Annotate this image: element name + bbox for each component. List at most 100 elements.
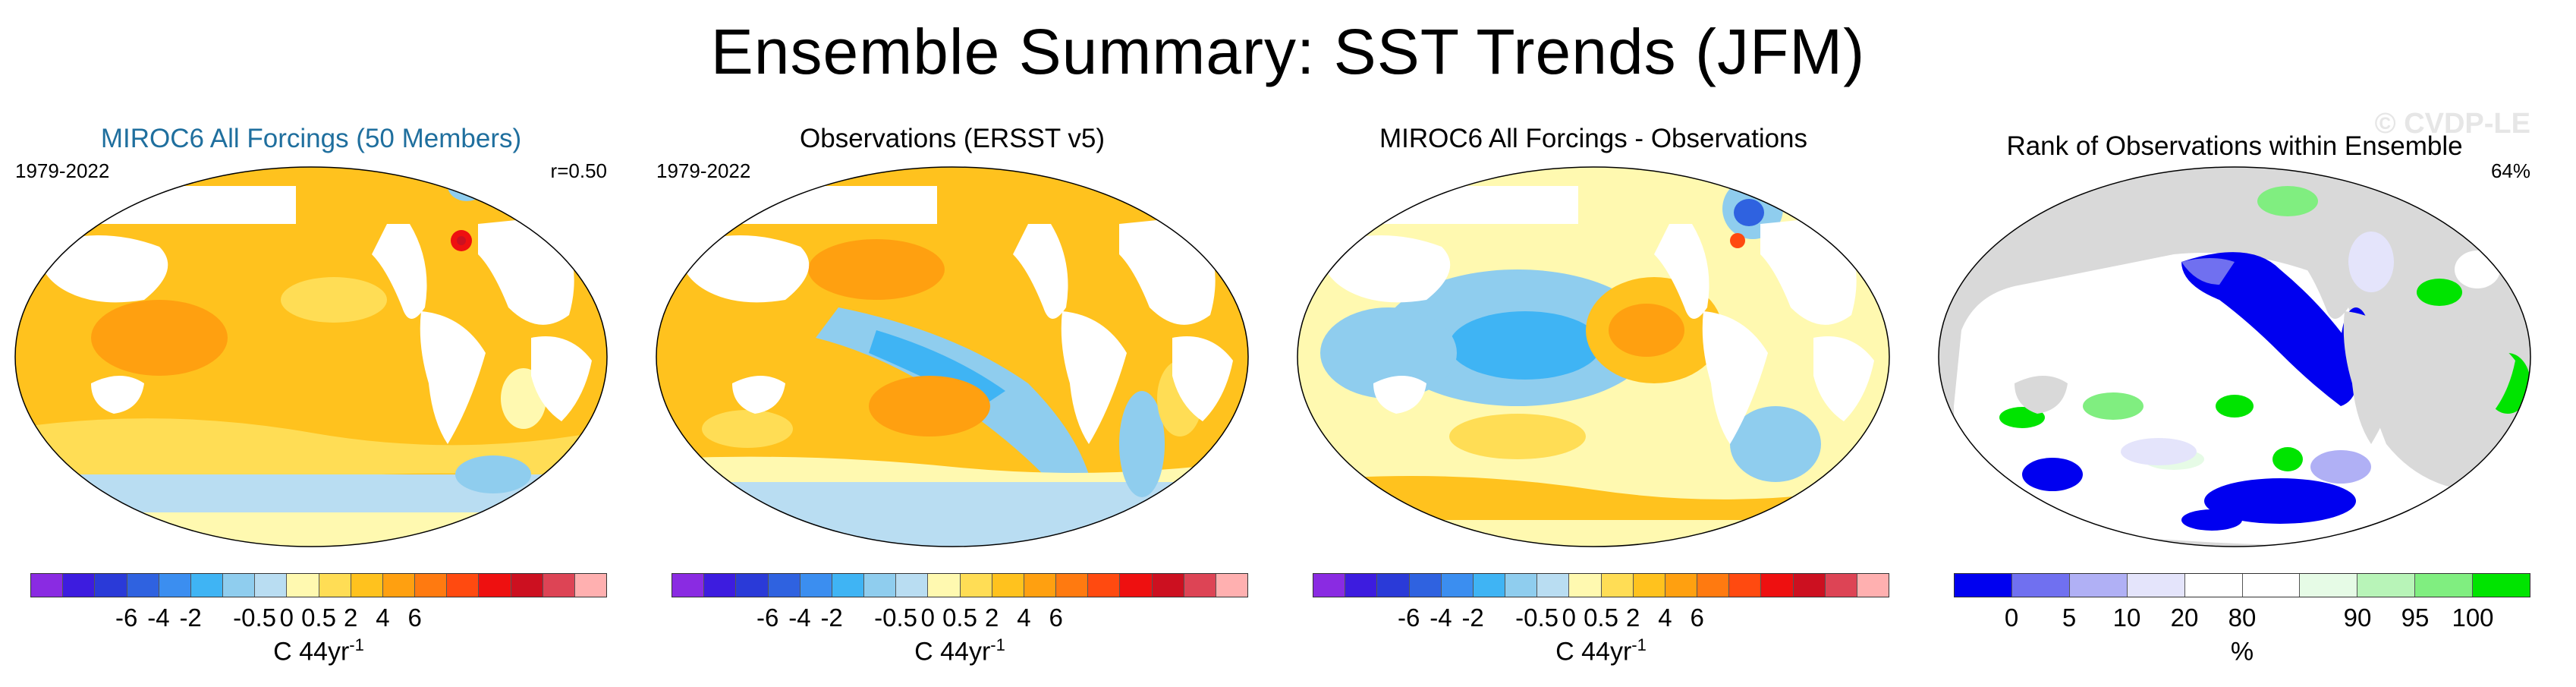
colorbar-box (223, 574, 256, 597)
colorbar-boxes (30, 573, 607, 597)
colorbar-box (1761, 574, 1794, 597)
colorbar-box (2300, 574, 2358, 597)
panel-observations: Observations (ERSST v5) 1979-2022 -6 (641, 114, 1263, 683)
colorbar-unit: % (2230, 637, 2254, 667)
colorbar-tick-label: 0.5 (301, 603, 336, 632)
colorbar-box (1152, 574, 1184, 597)
colorbar-unit: C 44yr-1 (1555, 635, 1647, 667)
colorbar-box (2473, 574, 2530, 597)
colorbar-tick-label: 10 (2112, 603, 2141, 632)
colorbar-tick-label: 2 (344, 603, 358, 632)
colorbar-tick-label: 95 (2401, 603, 2430, 632)
colorbar-tick-label: 20 (2170, 603, 2199, 632)
colorbar-box (574, 574, 607, 597)
colorbar-box (190, 574, 224, 597)
colorbar-tick-label: -4 (147, 603, 170, 632)
panel-rank: © CVDP-LE Rank of Observations within En… (1923, 108, 2546, 683)
colorbar-box (511, 574, 543, 597)
colorbar-box (1313, 574, 1346, 597)
colorbar-box (415, 574, 448, 597)
colorbar-box (704, 574, 737, 597)
colorbar-box (1120, 574, 1153, 597)
colorbar-ticks: -6 -4 -2 -0.5 0 0.5 2 4 6 (1313, 603, 1889, 634)
colorbar: -6 -4 -2 -0.5 0 0.5 2 4 6 C 44yr-1 (1313, 573, 1889, 679)
colorbar-ticks: -6 -4 -2 -0.5 0 0.5 2 4 6 (672, 603, 1248, 634)
colorbar-tick-label: 80 (2228, 603, 2257, 632)
colorbar-box (287, 574, 319, 597)
colorbar-box (1697, 574, 1730, 597)
colorbar-box (736, 574, 769, 597)
panel-title: Observations (ERSST v5) (800, 124, 1105, 153)
panel-title: MIROC6 All Forcings - Observations (1379, 124, 1808, 153)
colorbar-box (1216, 574, 1248, 597)
colorbar: -6 -4 -2 -0.5 0 0.5 2 4 6 C 44yr-1 (30, 573, 607, 679)
panel-title: MIROC6 All Forcings (50 Members) (100, 124, 522, 153)
colorbar-box (832, 574, 865, 597)
colorbar-box (1088, 574, 1121, 597)
colorbar-box (2127, 574, 2185, 597)
page-title: Ensemble Summary: SST Trends (JFM) (710, 16, 1866, 87)
panel-model: MIROC6 All Forcings (50 Members) 1979-20… (0, 114, 622, 683)
colorbar-box (800, 574, 832, 597)
colorbar-box (1825, 574, 1857, 597)
rank-percentage-label: 64% (2490, 159, 2530, 182)
colorbar-tick-label: -4 (1430, 603, 1452, 632)
colorbar-box (2415, 574, 2474, 597)
colorbar-box (1601, 574, 1634, 597)
colorbar-tick-label: 5 (2062, 603, 2077, 632)
colorbar-tick-label: 2 (985, 603, 999, 632)
colorbar: -6 -4 -2 -0.5 0 0.5 2 4 6 C 44yr-1 (672, 573, 1248, 679)
panel-title: Rank of Observations within Ensemble (2006, 131, 2463, 161)
colorbar-box (1377, 574, 1410, 597)
colorbar-box (960, 574, 992, 597)
colorbar-box (127, 574, 159, 597)
colorbar-boxes (1313, 573, 1889, 597)
colorbar-box (382, 574, 416, 597)
panel-difference: MIROC6 All Forcings - Observations (1282, 114, 1904, 683)
colorbar-box (992, 574, 1024, 597)
colorbar-tick-label: -2 (820, 603, 843, 632)
colorbar-tick-label: 4 (1017, 603, 1031, 632)
colorbar-tick-label: 6 (1690, 603, 1704, 632)
colorbar-tick-label: 6 (407, 603, 422, 632)
colorbar-box (1056, 574, 1089, 597)
colorbar-tick-label: -0.5 (874, 603, 917, 632)
colorbar-box (1793, 574, 1826, 597)
colorbar-boxes (672, 573, 1248, 597)
colorbar-tick-label: -0.5 (233, 603, 276, 632)
colorbar-boxes (1954, 573, 2530, 597)
colorbar-box (319, 574, 351, 597)
colorbar-ticks: -6 -4 -2 -0.5 0 0.5 2 4 6 (30, 603, 607, 634)
colorbar-box (351, 574, 383, 597)
colorbar-box (1665, 574, 1698, 597)
colorbar-tick-label: 0.5 (942, 603, 977, 632)
colorbar-tick-label: 100 (2452, 603, 2494, 632)
colorbar-box (255, 574, 288, 597)
world-map-difference (1297, 166, 1890, 547)
colorbar-box (1409, 574, 1442, 597)
colorbar-box (1955, 574, 2012, 597)
colorbar-ticks: 0 5 10 20 80 90 95 100 (1954, 603, 2530, 634)
world-map-rank (1938, 166, 2531, 547)
colorbar-tick-label: 0 (279, 603, 294, 632)
colorbar-box (1441, 574, 1474, 597)
colorbar-unit: C 44yr-1 (914, 635, 1005, 667)
colorbar-box (1857, 574, 1889, 597)
pattern-correlation-label: r=0.50 (550, 159, 607, 182)
colorbar-box (2069, 574, 2128, 597)
colorbar-tick-label: 0 (1562, 603, 1576, 632)
colorbar-box (1505, 574, 1538, 597)
colorbar-box (1024, 574, 1057, 597)
colorbar-tick-label: -6 (1397, 603, 1420, 632)
colorbar-box (2357, 574, 2416, 597)
colorbar-box (1569, 574, 1602, 597)
colorbar-box (1345, 574, 1378, 597)
colorbar-box (768, 574, 800, 597)
colorbar-tick-label: -6 (115, 603, 138, 632)
colorbar-tick-label: 4 (376, 603, 390, 632)
colorbar-tick-label: 6 (1049, 603, 1063, 632)
colorbar-tick-label: 0 (2004, 603, 2019, 632)
colorbar-box (1473, 574, 1506, 597)
colorbar-box (1184, 574, 1216, 597)
colorbar-box (672, 574, 705, 597)
